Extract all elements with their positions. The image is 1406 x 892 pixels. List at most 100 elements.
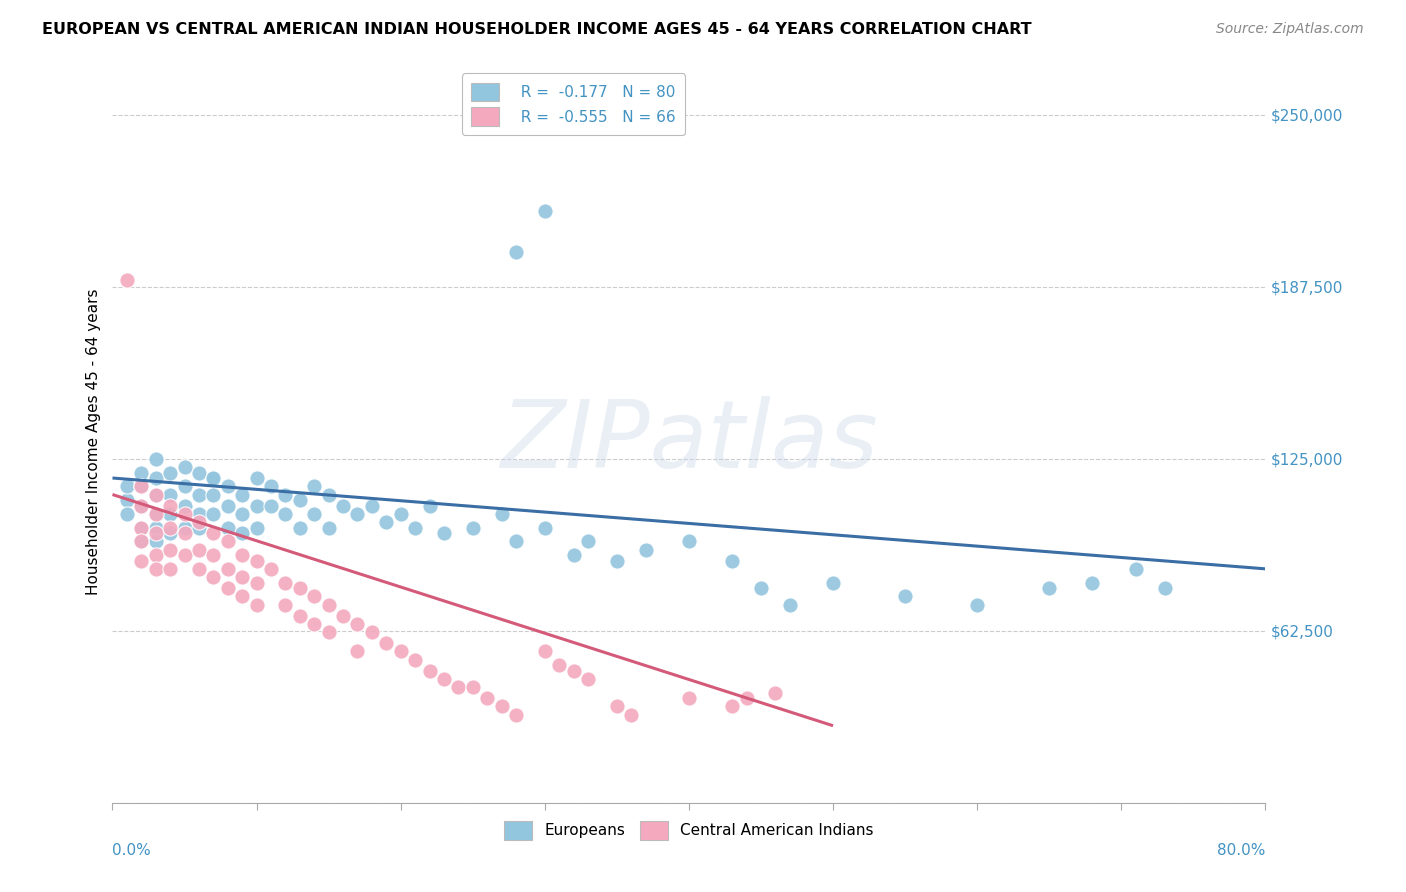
Point [159,542,181,557]
Point [129,499,153,513]
Point [389,507,412,521]
Point [145,507,167,521]
Point [202,507,225,521]
Legend: Europeans, Central American Indians: Europeans, Central American Indians [498,815,880,846]
Point [260,562,283,576]
Point [231,570,253,584]
Point [159,487,181,501]
Point [202,487,225,501]
Point [678,534,700,549]
Point [217,562,239,576]
Point [491,699,513,714]
Point [475,691,499,706]
Point [404,520,426,534]
Point [145,487,167,501]
Point [173,479,195,493]
Point [375,515,398,529]
Point [159,507,181,521]
Point [562,664,585,678]
Point [346,507,368,521]
Point [274,598,297,612]
Point [217,534,239,549]
Point [217,520,239,534]
Point [304,479,326,493]
Point [1125,562,1147,576]
Point [115,273,138,287]
Point [389,644,412,658]
Point [145,451,167,466]
Point [246,598,269,612]
Point [173,499,195,513]
Point [288,520,311,534]
Point [159,526,181,541]
Point [765,686,787,700]
Point [749,581,772,595]
Point [721,699,744,714]
Point [145,562,167,576]
Point [332,499,354,513]
Point [304,616,326,631]
Y-axis label: Householder Income Ages 45 - 64 years: Householder Income Ages 45 - 64 years [86,288,101,595]
Point [145,534,167,549]
Point [188,562,211,576]
Point [260,479,283,493]
Point [115,479,138,493]
Point [231,526,253,541]
Point [145,507,167,521]
Point [159,499,181,513]
Point [129,520,153,534]
Point [173,526,195,541]
Point [821,575,844,590]
Text: EUROPEAN VS CENTRAL AMERICAN INDIAN HOUSEHOLDER INCOME AGES 45 - 64 YEARS CORREL: EUROPEAN VS CENTRAL AMERICAN INDIAN HOUS… [42,22,1032,37]
Text: 0.0%: 0.0% [112,843,152,857]
Text: ZIPatlas: ZIPatlas [501,396,877,487]
Point [246,575,269,590]
Point [966,598,988,612]
Point [217,581,239,595]
Point [246,471,269,485]
Point [129,479,153,493]
Point [231,487,253,501]
Point [346,616,368,631]
Point [129,534,153,549]
Point [360,499,382,513]
Point [620,707,643,722]
Point [145,548,167,562]
Point [202,471,225,485]
Point [231,548,253,562]
Point [606,553,628,567]
Point [129,479,153,493]
Point [318,598,340,612]
Point [419,499,441,513]
Point [332,608,354,623]
Point [534,644,557,658]
Point [505,707,527,722]
Point [721,553,744,567]
Point [202,570,225,584]
Point [173,507,195,521]
Point [735,691,758,706]
Point [188,466,211,480]
Point [173,460,195,475]
Point [129,520,153,534]
Point [246,520,269,534]
Point [576,534,599,549]
Point [534,520,557,534]
Point [129,466,153,480]
Point [188,515,211,529]
Point [491,507,513,521]
Point [231,590,253,604]
Point [346,644,368,658]
Text: Source: ZipAtlas.com: Source: ZipAtlas.com [1216,22,1364,37]
Point [304,590,326,604]
Point [375,636,398,650]
Point [202,526,225,541]
Point [173,548,195,562]
Point [1081,575,1104,590]
Point [433,526,456,541]
Point [159,520,181,534]
Point [202,548,225,562]
Point [159,466,181,480]
Point [274,507,297,521]
Point [404,653,426,667]
